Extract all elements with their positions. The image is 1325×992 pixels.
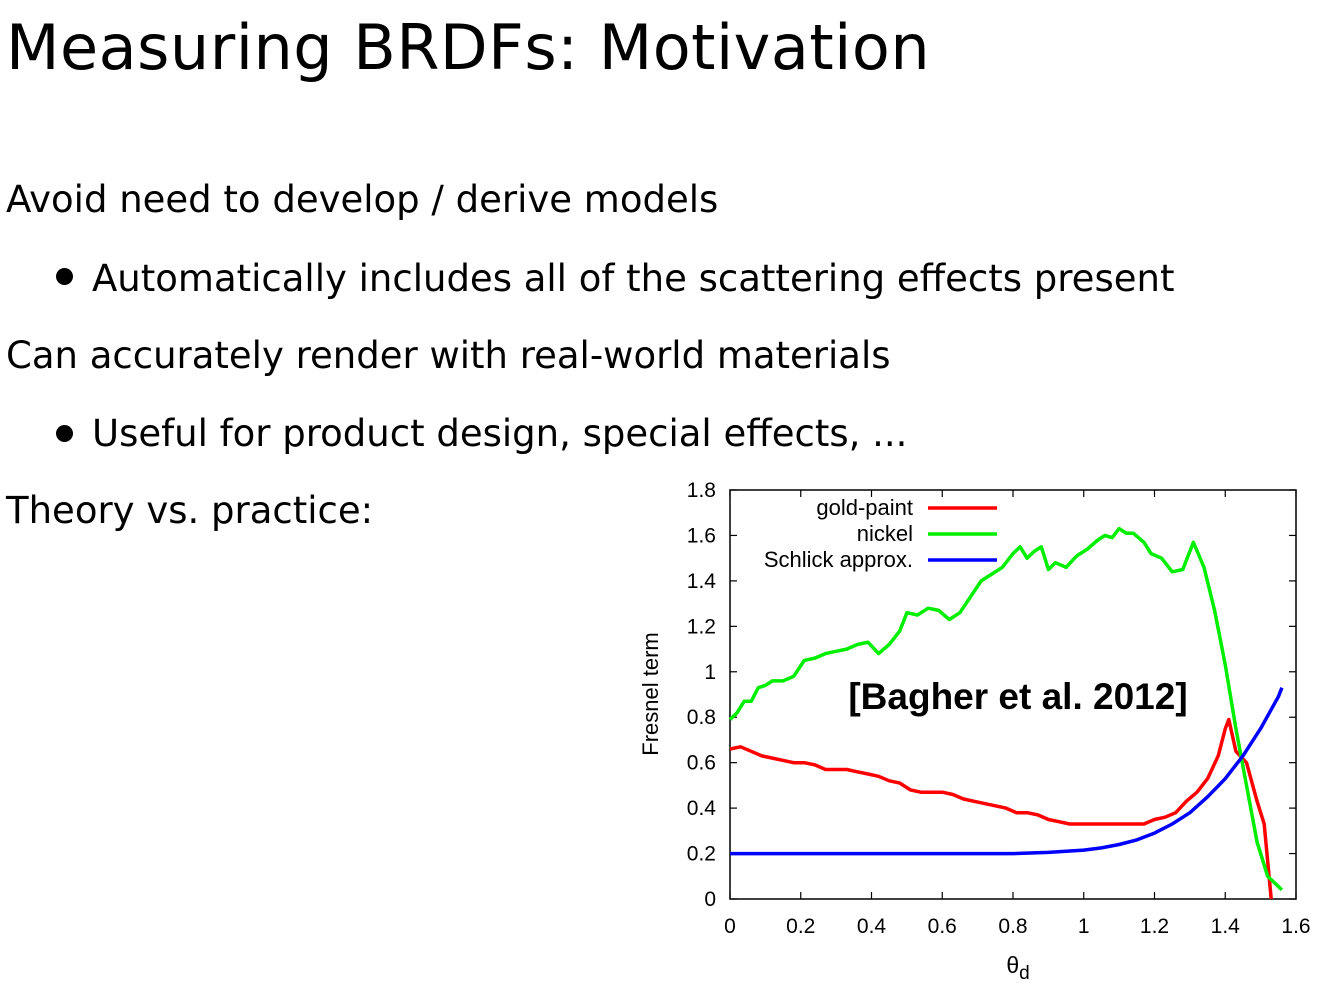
y-tick-label: 0.6 <box>687 752 716 775</box>
bullet-line-1: Automatically includes all of the scatte… <box>92 257 1175 300</box>
chart-annotation: [Bagher et al. 2012] <box>848 676 1187 717</box>
legend-label: nickel <box>857 521 913 546</box>
x-tick-label: 1.4 <box>1211 915 1241 938</box>
text-line-2: Can accurately render with real-world ma… <box>6 334 891 377</box>
y-tick-label: 1.6 <box>687 524 716 547</box>
bullet-dot-icon <box>56 425 73 442</box>
y-tick-label: 0.2 <box>687 843 716 866</box>
x-tick-label: 1.2 <box>1140 915 1169 938</box>
x-tick-label: 0 <box>724 915 736 938</box>
y-tick-label: 1.8 <box>687 479 716 502</box>
series-line-gold-paint <box>729 717 1273 900</box>
y-tick-label: 1 <box>704 661 716 684</box>
slide-title: Measuring BRDFs: Motivation <box>6 11 931 84</box>
y-tick-label: 1.2 <box>687 615 716 638</box>
fresnel-chart: 0 0.2 0.4 0.6 0.8 1 1.2 1.4 1.6 0 0.2 0.4 0.6 0.8 1 1.2… <box>638 479 1311 984</box>
y-tick-label: 0.4 <box>687 797 717 820</box>
legend-label: Schlick approx. <box>764 547 913 572</box>
y-tick-label: 0 <box>704 888 716 911</box>
bullet-dot-icon <box>56 268 73 285</box>
x-tick-label: 0.2 <box>786 915 815 938</box>
x-tick-label: 0.6 <box>928 915 957 938</box>
x-tick-label: 0.4 <box>857 915 887 938</box>
legend-label: gold-paint <box>816 495 913 520</box>
x-tick-label: 0.8 <box>998 915 1027 938</box>
x-tick-label: 1 <box>1078 915 1090 938</box>
text-line-1: Avoid need to develop / derive models <box>6 178 719 221</box>
x-axis-label: θd <box>1006 952 1029 984</box>
series-line-nickel <box>728 526 1284 892</box>
x-tick-label: 1.6 <box>1281 915 1310 938</box>
y-tick-label: 1.4 <box>687 570 717 593</box>
y-tick-label: 0.8 <box>687 706 716 729</box>
y-axis-label: Fresnel term <box>638 632 663 755</box>
text-line-3: Theory vs. practice: <box>6 489 374 532</box>
series-line-schlick-approx <box>730 687 1284 856</box>
bullet-line-2: Useful for product design, special effec… <box>92 412 908 455</box>
